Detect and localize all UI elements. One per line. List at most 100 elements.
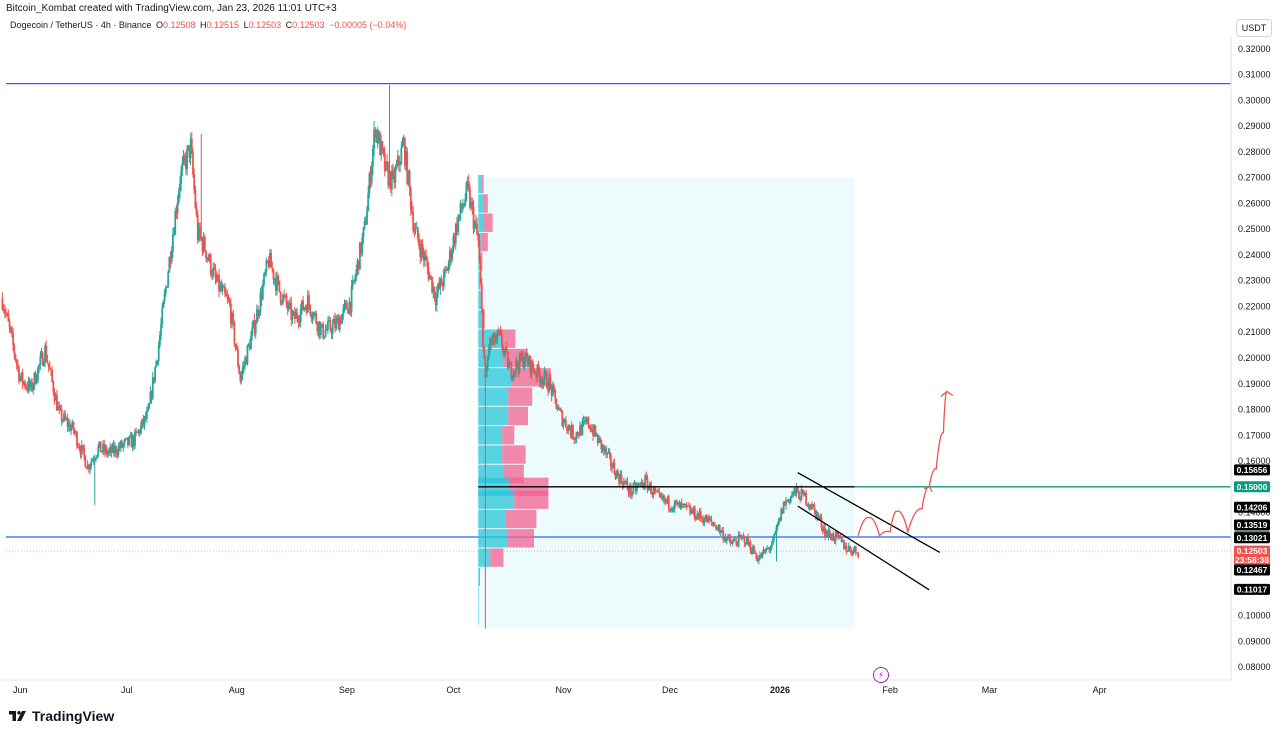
candle-body (567, 425, 570, 432)
candle-body (596, 435, 599, 444)
candle-body (395, 164, 398, 169)
candle-body (99, 441, 102, 453)
candle-body (577, 435, 580, 437)
candle-body (820, 517, 823, 528)
candle-body (600, 439, 603, 450)
candle-body (322, 323, 325, 338)
candle-body (270, 252, 273, 268)
candle-body (53, 392, 56, 401)
candle-body (199, 226, 202, 237)
candle-body (852, 549, 855, 554)
lightning-icon[interactable]: ⚡ (873, 667, 889, 683)
candle-body (153, 377, 155, 382)
candle-body (506, 351, 509, 369)
candle-body (148, 403, 151, 409)
candle-body (216, 274, 219, 282)
candle-body (396, 156, 399, 165)
ohlc-high: H0.12515 (200, 20, 240, 30)
candle-body (28, 380, 31, 388)
candle-body (498, 330, 501, 333)
candle-body (57, 406, 59, 411)
candle-body (227, 298, 230, 301)
candle-body (605, 447, 607, 455)
candle-body (768, 548, 771, 550)
candle-body (564, 419, 567, 428)
volume-profile-up-bar (478, 548, 491, 567)
candle-body (85, 466, 88, 469)
volume-profile-up-bar (478, 406, 509, 426)
candle-body (369, 173, 372, 184)
volume-profile-up-bar (478, 529, 508, 548)
symbol-legend: Dogecoin / TetherUS · 4h · Binance O0.12… (10, 20, 406, 30)
candle-body (52, 381, 55, 393)
trend-line (797, 472, 941, 554)
symbol-name[interactable]: Dogecoin / TetherUS · 4h · Binance (10, 20, 152, 30)
price-tick-label: 0.19000 (1238, 379, 1271, 389)
candle-body (302, 300, 304, 311)
time-tick-label: Jun (13, 685, 28, 695)
volume-profile-area (478, 177, 855, 629)
candle-body (534, 373, 536, 375)
candle-body (44, 345, 46, 363)
candle-body (766, 548, 768, 550)
candle-body (729, 538, 732, 544)
candle-body (112, 444, 115, 454)
candle-body (63, 413, 65, 421)
candle-body (214, 269, 217, 279)
candle-body (851, 553, 854, 555)
candle-body (406, 151, 409, 184)
candle-body (702, 519, 705, 524)
candle-body (241, 367, 244, 375)
candle-body (805, 492, 807, 505)
candle-body (452, 236, 455, 251)
candle-body (742, 536, 745, 538)
candle-body (308, 295, 310, 306)
candle-body (5, 312, 7, 314)
candle-body (570, 425, 573, 436)
candle-body (280, 301, 283, 304)
candle-body (176, 201, 179, 213)
candle-body (113, 446, 116, 454)
candle-body (245, 357, 248, 365)
candle-body (161, 307, 164, 325)
candle-body (594, 425, 597, 436)
candle-body (706, 516, 709, 523)
candle-body (459, 203, 462, 216)
candle-body (582, 420, 585, 422)
tradingview-logo[interactable]: TradingView (8, 708, 114, 724)
candle-body (807, 504, 810, 506)
candle-body (715, 525, 718, 530)
candle-body (220, 284, 223, 291)
candle-body (615, 470, 618, 479)
candle-body (329, 320, 332, 330)
candle-body (195, 207, 198, 216)
currency-selector[interactable]: USDT (1236, 19, 1272, 37)
candle-body (232, 313, 235, 323)
candle-body (456, 223, 458, 233)
candle-body (411, 208, 413, 213)
candle-body (73, 430, 76, 433)
ohlc-low: L0.12503 (243, 20, 282, 30)
candle-body (478, 240, 481, 262)
candle-body (128, 436, 130, 445)
price-change: −0.00005 (−0.04%) (329, 20, 407, 30)
candle-body (173, 234, 175, 236)
price-tick-label: 0.24000 (1238, 250, 1271, 260)
candle-body (470, 202, 473, 208)
candle-body (398, 156, 400, 165)
candle-body (354, 277, 357, 281)
candle-body (772, 538, 774, 545)
candle-body (587, 417, 590, 426)
candle-body (110, 447, 113, 453)
candle-body (431, 276, 433, 293)
candle-body (434, 298, 437, 306)
candle-body (652, 487, 655, 495)
candle-body (314, 312, 316, 314)
candle-body (601, 445, 604, 450)
candle-body (171, 234, 174, 252)
candle-body (505, 347, 508, 352)
candle-body (679, 502, 682, 509)
price-tick-label: 0.25000 (1238, 224, 1271, 234)
candle-body (775, 526, 778, 533)
